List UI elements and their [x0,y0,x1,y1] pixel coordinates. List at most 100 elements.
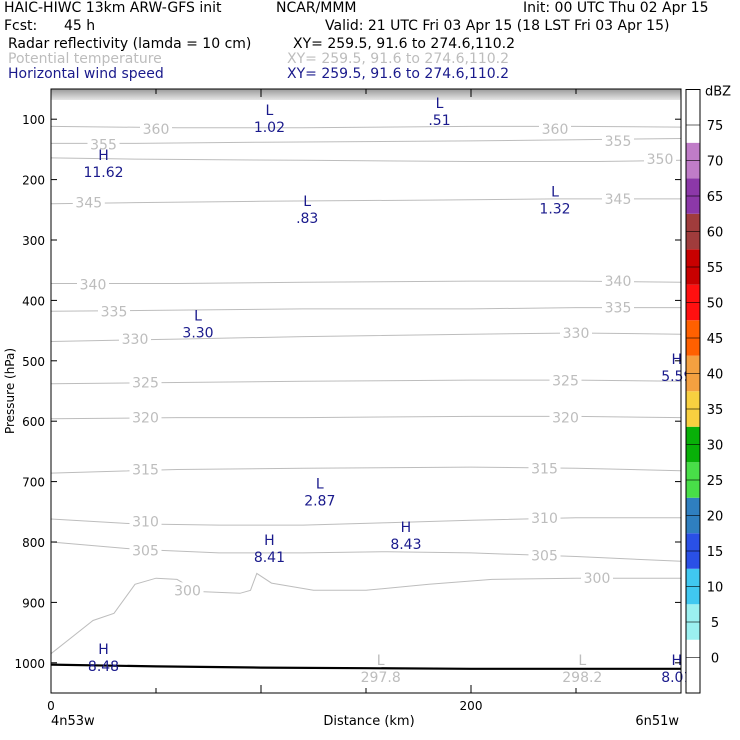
y-tick-label: 500 [22,355,45,369]
isentrope-label-bg [644,151,676,167]
isentrope-label-310: 310 [531,511,558,527]
isentrope-label-bg [129,409,162,425]
y-tick-label: 400 [22,294,45,308]
wind-max-marker: H [672,352,683,368]
isentrope-label-305: 305 [132,543,159,559]
isentrope-label-325: 325 [132,376,159,392]
isentrope-350 [50,157,682,162]
x-tick-label: 200 [460,699,483,713]
isentrope-330 [50,332,682,342]
wind-min-marker: L [377,653,385,669]
isentrope-label-bg [602,273,634,289]
extremum-value: .51 [428,113,450,129]
colorbar-level-label: 15 [707,545,724,560]
wind-min-marker: L [551,185,559,201]
colorbar-level-label: 40 [707,368,724,383]
model-title: HAIC-HIWC 13km ARW-GFS init [4,0,222,16]
field-wind-xy: XY= 259.5, 91.6 to 274.6,110.2 [287,66,510,82]
isentrope-layer: 360 360 355 355 350 345 345 340 340 335 335 330 330 3… [50,120,682,655]
extremum-value: 1.32 [539,202,570,218]
y-tick-label: 1000 [14,657,45,671]
isentrope-label-bg [602,132,634,148]
isentrope-label-315: 315 [132,463,159,479]
forecast-hour: 45 h [64,18,96,34]
isentrope-label-325: 325 [552,374,579,390]
isentrope-label-bg [171,582,204,598]
colorbar-outline [685,89,701,694]
isentrope-label-345: 345 [605,192,632,208]
wind-min-marker: L [316,476,324,492]
isentrope-label-300: 300 [584,571,611,587]
wind-min-marker: L [578,653,586,669]
isentrope-label-bg [528,460,561,476]
wind-max-marker: H [401,520,412,536]
extremum-value: .83 [296,211,318,227]
extremum-value: 2.87 [304,493,335,509]
y-tick-label: 200 [22,174,45,188]
isentrope-label-bg [129,513,162,529]
x-axis: 0 200 [47,89,682,713]
colorbar-unit: dBZ [705,85,731,100]
field-reflectivity-xy: XY= 259.5, 91.6 to 274.6,110.2 [293,36,516,52]
isentrope-label-300: 300 [174,583,201,599]
isentrope-label-360: 360 [143,122,170,138]
wind-max-marker: H [672,653,683,669]
isentrope-label-350: 350 [647,152,674,168]
isentrope-label-bg [581,570,613,586]
x-end-label: 6n51w [635,714,679,729]
isentrope-label-320: 320 [552,411,579,427]
isentrope-label-360: 360 [542,122,569,138]
wind-max-marker: H [98,148,109,164]
terrain-line [50,663,681,670]
y-tick-label: 600 [22,415,45,429]
extremum-value: 3.30 [182,326,213,342]
field-reflectivity: Radar reflectivity (lamda = 10 cm) [8,36,252,52]
colorbar-level-label: 0 [711,652,719,667]
isentrope-335 [50,307,681,312]
isentrope-345 [50,198,681,205]
extremum-value: 297.8 [361,670,401,686]
colorbar-level-label: 50 [707,297,724,312]
upper-boundary-band [51,89,681,100]
isentrope-label-340: 340 [605,274,632,290]
isentrope-label-bg [129,461,162,477]
isentrope-label-bg [77,276,109,292]
colorbar-level-label: 5 [711,616,719,631]
x-tick-label: 0 [47,699,55,713]
field-theta-xy: XY= 259.5, 91.6 to 274.6,110.2 [287,51,510,67]
isentrope-label-310: 310 [132,514,159,530]
colorbar-level-label: 25 [707,474,724,489]
colorbar-level-label: 70 [707,155,724,170]
extremum-value: 8.43 [390,537,421,553]
isentrope-label-bg [549,409,582,425]
isentrope-label-bg [129,542,162,558]
org-label: NCAR/MMM [276,0,357,16]
colorbar-level-label: 10 [707,581,724,596]
wind-max-marker: H [264,533,275,549]
isentrope-label-bg [602,190,634,206]
colorbar-level-label: 20 [707,510,724,525]
isentrope-label-bg [549,372,582,388]
isentrope-label-330: 330 [122,332,149,348]
colorbar-level-label: 30 [707,439,724,454]
isentrope-300 [50,572,681,655]
isentrope-label-bg [539,120,571,136]
field-wind: Horizontal wind speed [8,66,164,82]
colorbar-level-label: 45 [707,332,724,347]
y-axis: 100 200 300 400 500 600 700 800 900 1000 [14,113,681,671]
extremum-value: 8.41 [254,550,285,566]
y-tick-label: 800 [22,536,45,550]
isentrope-label-320: 320 [132,411,159,427]
isentrope-label-bg [87,136,120,152]
wind-min-marker: L [436,96,444,112]
isentrope-label-bg [140,120,172,136]
isentrope-label-305: 305 [531,548,558,564]
colorbar-level-label: 55 [707,261,724,276]
extremum-value: 8.48 [88,659,119,675]
isentrope-label-340: 340 [80,278,107,294]
y-tick-label: 300 [22,234,45,248]
extremum-value: 5.59 [661,369,692,385]
isentrope-label-bg [528,509,561,525]
wind-min-marker: L [194,309,202,325]
